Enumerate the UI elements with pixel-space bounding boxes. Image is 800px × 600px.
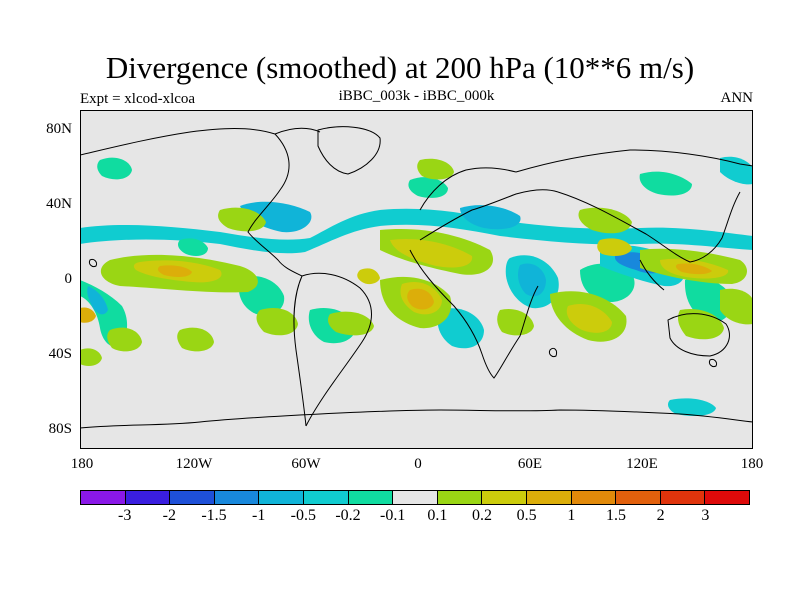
colorbar-label: -1 — [251, 507, 266, 524]
colorbar-label: 3 — [701, 507, 710, 524]
divergence-map — [80, 110, 753, 449]
y-tick-80s: 80S — [48, 421, 72, 437]
plot-title: Divergence (smoothed) at 200 hPa (10**6 … — [105, 50, 695, 85]
colorbar-label: -3 — [117, 507, 132, 524]
colorbar-box — [437, 491, 483, 504]
colorbar-label: -0.5 — [290, 507, 316, 524]
colorbar-box — [393, 491, 438, 504]
colorbar-box — [125, 491, 171, 504]
x-tick-180-left: 180 — [70, 456, 94, 472]
x-tick-60w: 60W — [291, 456, 321, 472]
x-tick-120e: 120E — [626, 456, 658, 472]
colorbar-label: 0.1 — [427, 507, 448, 524]
divergence-contours — [80, 156, 753, 416]
colorbar-label: -1.5 — [201, 507, 227, 524]
colorbar-box — [81, 491, 126, 504]
x-tick-180-right: 180 — [740, 456, 764, 472]
colorbar-box — [214, 491, 260, 504]
colorbar-box — [616, 491, 661, 504]
colorbar-label: -0.2 — [335, 507, 361, 524]
x-tick-0: 0 — [414, 456, 422, 472]
colorbar-label: 0.5 — [516, 507, 537, 524]
season-label: ANN — [720, 90, 754, 106]
colorbar-label: -2 — [162, 507, 176, 524]
y-tick-80n: 80N — [46, 121, 72, 137]
colorbar-label: 2 — [656, 507, 665, 524]
colorbar-label: -0.1 — [379, 507, 406, 524]
colorbar-label: 0.2 — [472, 507, 492, 524]
y-tick-40s: 40S — [48, 346, 72, 362]
y-tick-0: 0 — [64, 271, 73, 287]
colorbar-label: 1.5 — [606, 507, 626, 524]
y-tick-40n: 40N — [46, 196, 72, 212]
case-difference-label: iBBC_003k - iBBC_000k — [338, 88, 495, 104]
colorbar-box — [259, 491, 304, 504]
colorbar-label: 1 — [567, 507, 576, 524]
colorbar-box — [348, 491, 394, 504]
colorbar-box — [303, 491, 349, 504]
colorbar-box — [526, 491, 572, 504]
experiment-label: Expt = xlcod-xlcoa — [80, 91, 196, 107]
colorbar — [80, 490, 750, 505]
colorbar-box — [571, 491, 617, 504]
coastlines — [80, 126, 753, 429]
colorbar-box — [170, 491, 215, 504]
x-tick-60e: 60E — [517, 456, 543, 472]
x-tick-120w: 120W — [175, 456, 213, 472]
colorbar-box — [705, 491, 749, 504]
colorbar-box — [660, 491, 706, 504]
colorbar-box — [482, 491, 527, 504]
